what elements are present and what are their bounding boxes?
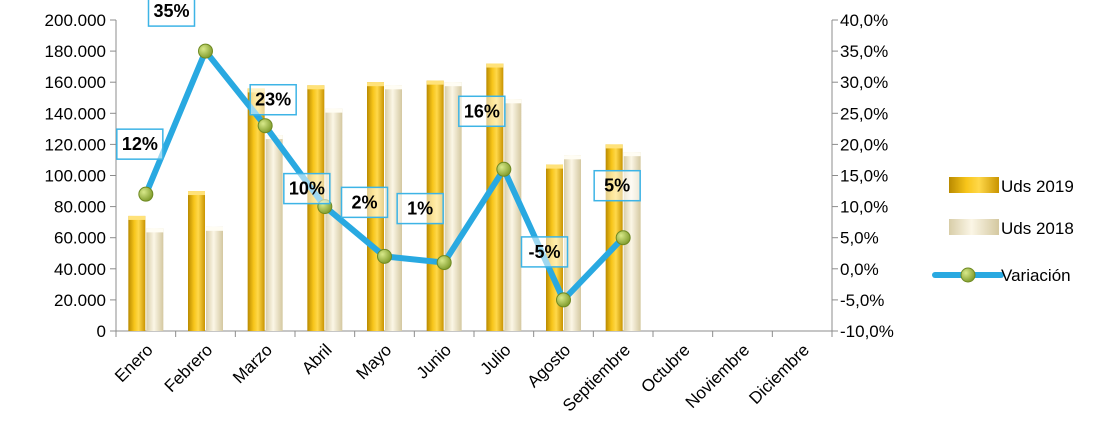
- right-tick-label: 25,0%: [840, 104, 888, 123]
- bar-uds-2019-cap: [546, 164, 563, 169]
- data-label-variacion: 10%: [289, 179, 325, 199]
- left-tick-label: 160.000: [45, 73, 106, 92]
- left-tick-label: 0: [97, 322, 106, 341]
- bar-uds-2018-cap: [564, 155, 581, 160]
- bar-uds-2018: [146, 228, 164, 331]
- bar-uds-2019-cap: [486, 63, 504, 68]
- bar-uds-2018: [504, 99, 522, 332]
- bar-uds-2018: [444, 82, 462, 331]
- data-label-box: [340, 186, 389, 219]
- data-label-box: [147, 0, 196, 27]
- legend-label: Uds 2018: [1001, 219, 1074, 238]
- data-label-variacion: 12%: [122, 134, 158, 154]
- legend-swatch-uds-2018: [949, 219, 999, 235]
- left-tick-label: 120.000: [45, 135, 106, 154]
- x-tick-label: Agosto: [523, 340, 574, 391]
- x-tick-label: Noviembre: [682, 340, 754, 412]
- left-tick-label: 200.000: [45, 11, 106, 30]
- right-tick-label: 35,0%: [840, 42, 888, 61]
- bar-uds-2019: [307, 85, 325, 331]
- bar-uds-2019-cap: [307, 85, 325, 90]
- right-tick-label: 10,0%: [840, 198, 888, 217]
- right-tick-label: -5,0%: [840, 291, 884, 310]
- right-tick-label: 40,0%: [840, 11, 888, 30]
- x-tick-label: Abril: [298, 340, 335, 377]
- left-tick-label: 60.000: [54, 229, 106, 248]
- bar-uds-2018-cap: [146, 228, 164, 233]
- bar-uds-2019: [188, 191, 205, 331]
- legend-label: Variación: [1001, 266, 1071, 285]
- x-tick-label: Diciembre: [745, 340, 813, 408]
- marker-variacion: [138, 186, 154, 202]
- legend-label: Uds 2019: [1001, 177, 1074, 196]
- data-label-box: [116, 128, 164, 160]
- right-tick-label: 0,0%: [840, 260, 879, 279]
- bar-uds-2018: [385, 85, 402, 331]
- x-tick-label: Octubre: [637, 340, 693, 396]
- x-tick-label: Junio: [413, 340, 455, 382]
- bar-uds-2018-cap: [444, 82, 462, 87]
- bar-uds-2018-cap: [623, 152, 641, 157]
- data-label-box: [283, 172, 331, 205]
- data-label-box: [249, 83, 297, 116]
- marker-variacion: [496, 161, 512, 177]
- marker-variacion: [436, 255, 452, 271]
- x-tick-label: Marzo: [229, 340, 276, 387]
- marker-variacion: [615, 230, 631, 246]
- left-tick-label: 140.000: [45, 104, 106, 123]
- bar-uds-2018: [206, 226, 223, 331]
- data-label-variacion: 5%: [604, 176, 630, 196]
- right-tick-label: -10,0%: [840, 322, 894, 341]
- data-label-variacion: 23%: [255, 90, 291, 110]
- right-tick-label: 5,0%: [840, 229, 879, 248]
- bar-uds-2019: [247, 88, 265, 331]
- bar-uds-2018: [325, 108, 343, 331]
- x-tick-label: Mayo: [352, 340, 395, 383]
- marker-variacion: [257, 118, 273, 134]
- bar-uds-2019-cap: [426, 80, 444, 85]
- data-label-box: [458, 95, 506, 128]
- right-tick-label: 15,0%: [840, 167, 888, 186]
- data-label-box: [396, 192, 444, 225]
- x-tick-label: Enero: [111, 340, 157, 386]
- bar-uds-2018-cap: [325, 108, 343, 113]
- bar-uds-2018-cap: [206, 226, 223, 231]
- marker-variacion: [556, 292, 571, 308]
- left-tick-label: 40.000: [54, 260, 106, 279]
- data-label-box: [520, 236, 569, 268]
- bar-uds-2019: [486, 63, 504, 331]
- data-label-variacion: 16%: [464, 101, 500, 121]
- bar-uds-2018-cap: [504, 99, 522, 104]
- left-tick-label: 100.000: [45, 167, 106, 186]
- left-tick-label: 20.000: [54, 291, 106, 310]
- data-label-variacion: -5%: [528, 242, 560, 262]
- data-label-box: [593, 169, 641, 202]
- bar-uds-2019-cap: [128, 215, 146, 220]
- data-label-variacion: 35%: [153, 1, 189, 21]
- left-tick-label: 180.000: [45, 42, 106, 61]
- legend-swatch-uds-2019: [949, 177, 999, 193]
- data-label-variacion: 1%: [407, 199, 433, 219]
- bar-uds-2019-cap: [188, 191, 205, 196]
- x-tick-label: Febrero: [161, 340, 217, 396]
- bar-uds-2018-cap: [385, 85, 402, 90]
- right-tick-label: 30,0%: [840, 73, 888, 92]
- left-tick-label: 80.000: [54, 198, 106, 217]
- legend-swatch-variacion-marker: [960, 267, 976, 283]
- x-tick-label: Julio: [477, 340, 515, 378]
- bar-uds-2019: [128, 215, 146, 331]
- bar-uds-2018: [265, 135, 283, 331]
- marker-variacion: [198, 43, 213, 59]
- marker-variacion: [377, 248, 392, 264]
- right-tick-label: 20,0%: [840, 135, 888, 154]
- bar-uds-2019-cap: [605, 144, 623, 149]
- bar-uds-2019-cap: [367, 82, 384, 87]
- data-label-variacion: 2%: [351, 192, 377, 212]
